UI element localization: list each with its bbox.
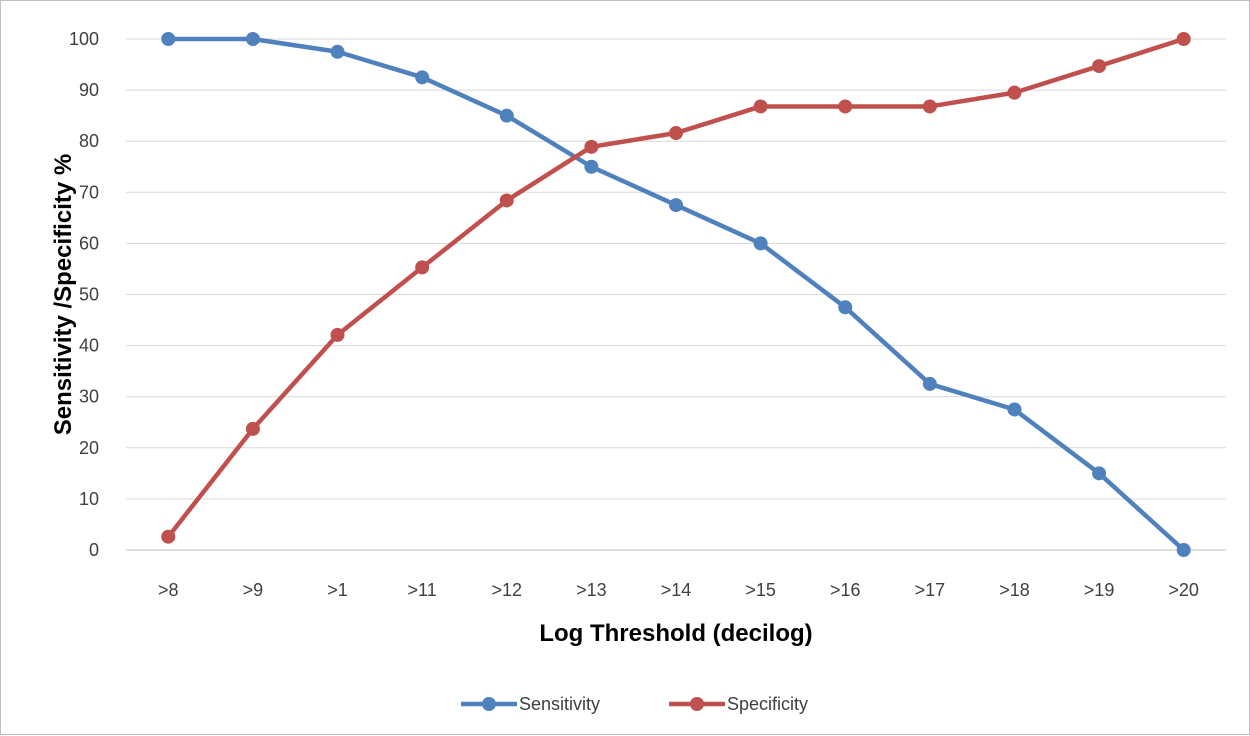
x-tick-label: >14 [661, 580, 692, 600]
data-point-sensitivity [669, 198, 683, 213]
data-point-sensitivity [1176, 543, 1191, 557]
series-specificity [161, 32, 1191, 544]
y-tick-label: 100 [69, 29, 99, 49]
data-point-specificity [245, 421, 260, 436]
y-axis-title: Sensitivity /Specificity % [50, 154, 77, 435]
data-point-specificity [1007, 85, 1022, 100]
series-lines [161, 32, 1191, 557]
x-tick-label: >18 [999, 580, 1030, 600]
y-tick-label: 90 [79, 80, 99, 100]
grid-lines [126, 38, 1226, 551]
data-point-specificity [584, 139, 599, 154]
x-tick-label: >20 [1168, 580, 1199, 600]
series-sensitivity [161, 32, 1191, 557]
data-point-sensitivity [838, 300, 853, 315]
data-point-specificity [330, 327, 345, 342]
data-point-specificity [669, 126, 683, 141]
x-tick-label: >16 [830, 580, 861, 600]
data-point-sensitivity [415, 70, 430, 85]
y-tick-label: 10 [79, 489, 99, 509]
data-point-specificity [922, 99, 937, 114]
data-point-sensitivity [161, 32, 176, 46]
legend-item-sensitivity: Sensitivity [461, 694, 600, 714]
y-tick-label: 20 [79, 438, 99, 458]
x-tick-label: >17 [915, 580, 946, 600]
data-point-specificity [499, 193, 514, 208]
series-line-specificity [166, 36, 1186, 539]
legend: Sensitivity Specificity [461, 694, 808, 714]
legend-item-specificity: Specificity [669, 694, 808, 714]
x-tick-label: >8 [158, 580, 179, 600]
legend-label: Specificity [727, 694, 808, 714]
data-point-sensitivity [499, 108, 514, 123]
data-point-sensitivity [330, 44, 345, 59]
x-axis-title: Log Threshold (decilog) [539, 620, 812, 647]
y-tick-label: 60 [79, 233, 99, 253]
data-point-specificity [838, 99, 853, 114]
data-point-specificity [161, 529, 176, 544]
x-tick-label: >13 [576, 580, 607, 600]
x-tick-label: >12 [491, 580, 522, 600]
data-point-sensitivity [922, 376, 937, 391]
data-point-specificity [1092, 59, 1107, 74]
y-tick-label: 70 [79, 182, 99, 202]
legend-label: Sensitivity [519, 694, 600, 714]
x-tick-label: >15 [745, 580, 776, 600]
y-tick-label: 30 [79, 387, 99, 407]
x-tick-label: >9 [243, 580, 264, 600]
data-point-sensitivity [584, 159, 599, 174]
data-point-specificity [1176, 32, 1191, 46]
x-axis-tick-labels: >8 >9 >1 >11 >12 >13 >14 >15 >16 >17 >18 >19 >20 [158, 580, 1199, 600]
data-point-specificity [753, 99, 768, 114]
x-tick-label: >1 [327, 580, 348, 600]
y-tick-label: 50 [79, 285, 99, 305]
x-tick-label: >19 [1084, 580, 1115, 600]
data-point-sensitivity [1007, 402, 1022, 417]
legend-swatch-marker [690, 697, 704, 711]
data-point-sensitivity [753, 236, 768, 251]
y-tick-label: 40 [79, 336, 99, 356]
data-point-sensitivity [245, 32, 260, 46]
legend-swatch-marker [482, 697, 496, 711]
data-point-specificity [415, 260, 430, 275]
y-tick-label: 0 [89, 540, 99, 560]
y-tick-label: 80 [79, 131, 99, 151]
y-axis-tick-labels: 0 10 20 30 40 50 60 70 80 90 100 [69, 29, 99, 560]
x-tick-label: >11 [408, 580, 437, 600]
data-point-sensitivity [1092, 466, 1107, 481]
